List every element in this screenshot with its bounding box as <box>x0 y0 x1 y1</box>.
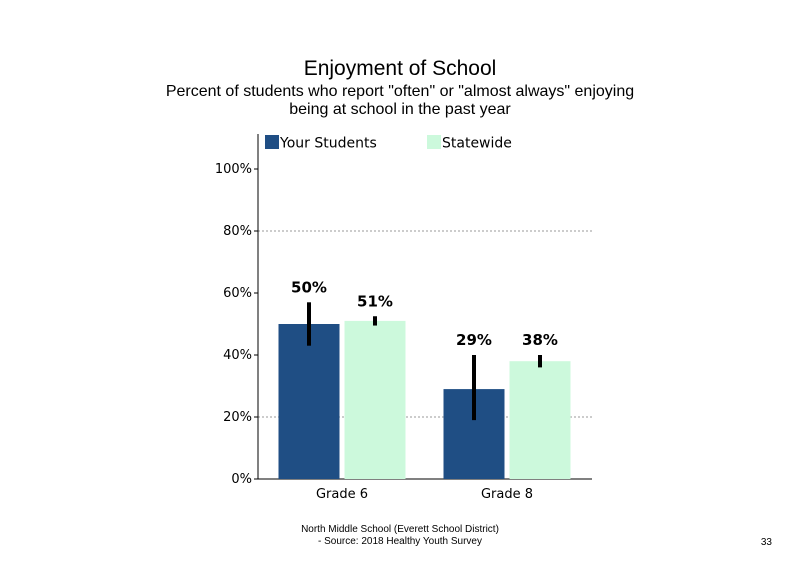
x-tick-label: Grade 8 <box>481 487 533 502</box>
legend-label: Statewide <box>442 136 512 152</box>
legend-swatch <box>265 135 279 149</box>
data-label: 29% <box>456 331 492 349</box>
x-tick-label: Grade 6 <box>316 487 368 502</box>
chart-subtitle: Percent of students who report "often" o… <box>0 83 800 119</box>
data-label: 51% <box>357 292 393 310</box>
y-tick-label: 60% <box>223 286 252 301</box>
y-tick-label: 20% <box>223 410 252 425</box>
y-tick-label: 40% <box>223 348 252 363</box>
legend-label: Your Students <box>279 136 377 152</box>
footer-school: North Middle School (Everett School Dist… <box>301 524 499 535</box>
y-tick-label: 0% <box>231 472 252 487</box>
subtitle-line-2: being at school in the past year <box>289 101 511 118</box>
bar-statewide <box>509 361 571 479</box>
subtitle-line-1: Percent of students who report "often" o… <box>165 83 635 100</box>
source-footer: North Middle School (Everett School Dist… <box>0 524 800 548</box>
y-tick-label: 100% <box>215 162 252 177</box>
bar-statewide <box>344 320 406 479</box>
footer-source: - Source: 2018 Healthy Youth Survey <box>318 536 482 547</box>
chart-title: Enjoyment of School <box>303 57 497 80</box>
bar-your-students <box>278 324 340 479</box>
y-tick-label: 80% <box>223 224 252 239</box>
page-number: 33 <box>760 537 772 548</box>
data-label: 38% <box>522 331 558 349</box>
data-label: 50% <box>291 278 327 296</box>
legend-swatch <box>427 135 441 149</box>
